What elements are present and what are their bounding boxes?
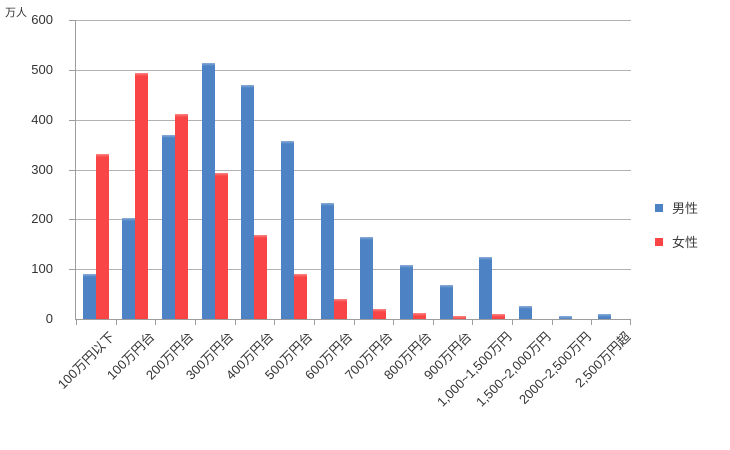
bar-male-5 bbox=[281, 141, 295, 319]
gridline bbox=[76, 69, 631, 71]
x-axis-tick bbox=[313, 320, 315, 325]
bar-group-9 bbox=[433, 20, 473, 319]
bar-group-13 bbox=[591, 20, 631, 319]
bar-male-11 bbox=[518, 306, 532, 319]
bar-male-3 bbox=[201, 63, 215, 319]
gridline bbox=[76, 20, 631, 21]
legend-label-female: 女性 bbox=[672, 235, 699, 250]
x-axis-tick bbox=[551, 320, 553, 325]
bar-female-1 bbox=[135, 73, 149, 319]
bar-male-0 bbox=[82, 274, 96, 319]
y-axis-tick-label: 300 bbox=[31, 161, 53, 177]
bar-female-6 bbox=[333, 299, 347, 319]
legend: 男性 女性 bbox=[655, 200, 698, 268]
x-axis-tick bbox=[630, 320, 631, 325]
bar-female-10 bbox=[492, 314, 506, 319]
x-axis-tick bbox=[234, 320, 236, 325]
bar-male-8 bbox=[399, 265, 413, 319]
legend-item-male: 男性 bbox=[655, 200, 699, 216]
bar-male-4 bbox=[241, 85, 255, 319]
bar-male-7 bbox=[360, 237, 374, 319]
y-axis-tick-label: 100 bbox=[31, 261, 53, 277]
legend-item-female: 女性 bbox=[655, 234, 699, 250]
x-axis-tick bbox=[115, 320, 117, 325]
y-axis-tick bbox=[69, 169, 75, 171]
x-axis-tick bbox=[393, 320, 395, 325]
gridline bbox=[76, 269, 631, 271]
bar-male-13 bbox=[598, 314, 612, 319]
x-axis-tick bbox=[432, 320, 434, 325]
female-series-swatch bbox=[655, 237, 663, 246]
bar-female-9 bbox=[452, 316, 466, 319]
x-axis-tick bbox=[194, 320, 196, 325]
x-axis-tick-label: 100万円以下 bbox=[54, 329, 118, 392]
bar-female-0 bbox=[95, 154, 109, 319]
bar-group-12 bbox=[552, 20, 592, 319]
bar-male-2 bbox=[162, 135, 176, 319]
gridline bbox=[76, 169, 631, 171]
gridline bbox=[76, 119, 631, 121]
y-axis-tick bbox=[69, 69, 75, 71]
y-axis-tick-label: 0 bbox=[45, 311, 53, 326]
y-axis-tick bbox=[69, 219, 75, 221]
plot-area bbox=[69, 20, 631, 325]
bar-female-8 bbox=[412, 313, 426, 319]
x-axis-tick bbox=[76, 320, 77, 325]
bar-female-5 bbox=[294, 274, 308, 319]
x-axis-tick bbox=[512, 320, 514, 325]
y-axis-tick-label: 500 bbox=[31, 61, 53, 77]
bar-group-5 bbox=[274, 20, 314, 319]
gridline bbox=[76, 219, 631, 221]
bar-group-1 bbox=[116, 20, 156, 319]
y-axis-unit-label: 万人 bbox=[5, 7, 27, 19]
bar-female-4 bbox=[254, 235, 268, 319]
male-series-swatch bbox=[655, 203, 663, 212]
bar-male-1 bbox=[122, 218, 136, 319]
bar-group-2 bbox=[155, 20, 195, 319]
bar-group-6 bbox=[314, 20, 354, 319]
bar-female-2 bbox=[175, 114, 189, 319]
bar-group-10 bbox=[472, 20, 512, 319]
bar-male-10 bbox=[479, 257, 493, 319]
bar-group-4 bbox=[235, 20, 275, 319]
bar-female-3 bbox=[214, 173, 228, 319]
bar-group-11 bbox=[512, 20, 552, 319]
bar-male-12 bbox=[558, 316, 572, 319]
bar-male-6 bbox=[320, 203, 334, 319]
x-axis-tick bbox=[353, 320, 355, 325]
x-axis-tick bbox=[591, 320, 593, 325]
bar-group-8 bbox=[393, 20, 433, 319]
y-axis-tick-label: 600 bbox=[31, 12, 53, 27]
bar-male-9 bbox=[439, 285, 453, 319]
y-axis-tick bbox=[69, 20, 75, 21]
y-axis-tick-label: 200 bbox=[31, 211, 53, 227]
x-axis-tick bbox=[155, 320, 157, 325]
x-axis-tick bbox=[472, 320, 474, 325]
bar-group-0 bbox=[76, 20, 116, 319]
x-axis-tick bbox=[274, 320, 276, 325]
legend-label-male: 男性 bbox=[672, 201, 699, 216]
y-axis-tick bbox=[69, 269, 75, 271]
bar-group-3 bbox=[195, 20, 235, 319]
bar-group-7 bbox=[354, 20, 394, 319]
bar-female-7 bbox=[373, 309, 387, 319]
y-axis-tick bbox=[69, 119, 75, 121]
y-axis-tick-label: 400 bbox=[31, 111, 53, 127]
